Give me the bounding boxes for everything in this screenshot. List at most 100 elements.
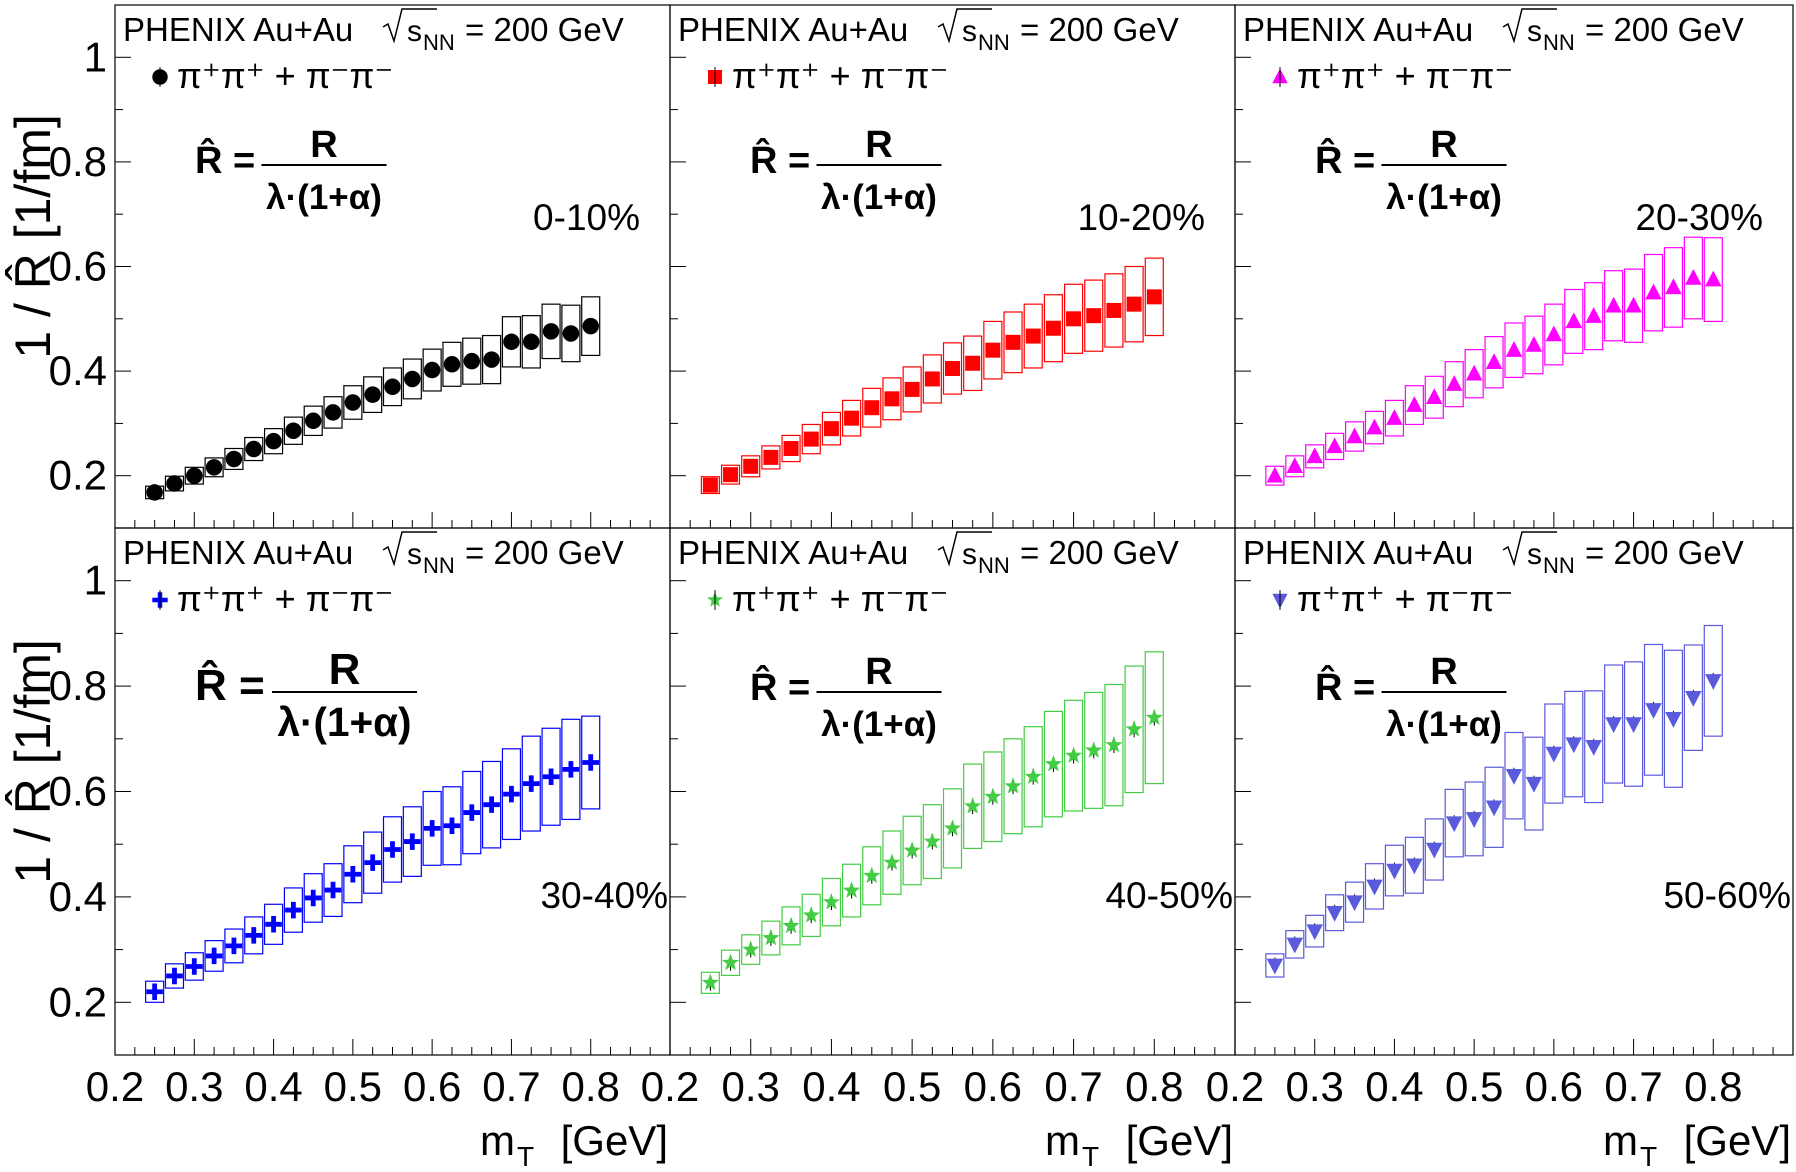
- data-point: [245, 927, 262, 944]
- data-point: [483, 796, 500, 813]
- energy-subscript: NN: [1543, 30, 1575, 55]
- data-point: [923, 832, 941, 849]
- sys-error-box: [1424, 818, 1444, 881]
- data-point: [863, 866, 881, 884]
- data-point: [1665, 712, 1682, 728]
- x-axis-title-sub: T: [517, 1141, 534, 1172]
- experiment-label: PHENIX Au+Au: [678, 11, 908, 48]
- energy-value: = 200 GeV: [1020, 11, 1179, 48]
- sys-error-box: [263, 903, 284, 945]
- sys-error-box: [1564, 288, 1584, 354]
- sys-error-box: [1305, 444, 1325, 469]
- data-point: [1025, 328, 1041, 344]
- data-point: [1126, 296, 1142, 312]
- sys-error-box: [402, 806, 422, 877]
- data-point: [844, 410, 860, 426]
- sys-error-box: [983, 751, 1003, 843]
- formula-numerator: R: [1430, 124, 1457, 166]
- y-tick-label: 0.4: [49, 347, 107, 394]
- data-point: [1085, 741, 1103, 758]
- formula-denominator: λ·(1+α): [1386, 178, 1502, 217]
- centrality-label: 10-20%: [1077, 197, 1205, 238]
- data-point: [965, 355, 981, 371]
- sys-error-box: [1084, 279, 1104, 352]
- data-point: [443, 817, 461, 835]
- data-point: [344, 865, 362, 883]
- sys-error-box: [1404, 385, 1424, 426]
- sys-error-box: [323, 396, 343, 429]
- y-tick-label: 0.8: [49, 662, 107, 709]
- data-point: [1465, 812, 1483, 828]
- data-point: [701, 973, 719, 991]
- energy-value: = 200 GeV: [465, 534, 624, 571]
- sys-error-box: [442, 786, 462, 866]
- formula-numerator: R: [329, 645, 361, 694]
- sys-error-box: [164, 963, 185, 989]
- data-point: [1505, 768, 1523, 785]
- formula-numerator: R: [310, 124, 337, 166]
- sys-error-box: [1043, 294, 1063, 363]
- x-axis-title-sub: T: [1082, 1141, 1099, 1172]
- sys-error-box: [862, 846, 882, 906]
- energy-symbol: s: [1527, 15, 1542, 48]
- sys-error-box: [184, 466, 204, 485]
- sys-error-box: [1703, 624, 1723, 737]
- sys-error-box: [1444, 361, 1464, 408]
- sys-error-box: [382, 816, 403, 883]
- data-point: [1105, 736, 1123, 753]
- data-point: [1326, 437, 1343, 454]
- sys-error-box: [382, 367, 403, 407]
- sys-error-box: [1305, 914, 1325, 948]
- x-axis-title-main: m: [1045, 1117, 1080, 1164]
- sys-error-box: [741, 934, 761, 965]
- data-point: [1685, 269, 1702, 285]
- data-point: [205, 459, 223, 476]
- data-point: [943, 819, 962, 836]
- sys-error-box: [1104, 273, 1124, 348]
- legend-label: π⁺π⁺ + π⁻π⁻: [177, 55, 393, 96]
- data-point: [803, 431, 819, 447]
- data-point: [1445, 816, 1463, 833]
- sys-error-box: [1424, 375, 1444, 419]
- sys-error-box: [1043, 710, 1063, 818]
- data-point: [1545, 325, 1563, 342]
- x-axis-title: m T [GeV]: [480, 1117, 668, 1172]
- y-tick-label: 0.6: [49, 768, 107, 815]
- experiment-label: PHENIX Au+Au: [123, 534, 353, 571]
- data-point: [1045, 320, 1061, 336]
- data-point: [324, 404, 342, 421]
- sys-error-box: [1504, 322, 1524, 378]
- data-point: [443, 356, 461, 373]
- data-point: [1485, 800, 1503, 817]
- sys-error-box: [501, 316, 522, 368]
- energy-symbol: s: [1527, 538, 1542, 571]
- energy-value: = 200 GeV: [1585, 11, 1744, 48]
- centrality-label: 0-10%: [533, 197, 640, 238]
- sys-error-box: [1003, 311, 1023, 374]
- sys-error-box: [1124, 665, 1144, 794]
- panel-20-30pct: PHENIX Au+Au s NN = 200 GeV π⁺π⁺ + π⁻π⁻ R̂ = R…: [1234, 4, 1794, 529]
- data-point: [1705, 270, 1722, 287]
- data-point: [1625, 296, 1642, 313]
- data-point: [1146, 289, 1162, 305]
- x-tick-label: 0.4: [244, 1063, 302, 1110]
- data-point: [1366, 879, 1383, 896]
- y-tick-label: 0.2: [49, 978, 107, 1025]
- sqrt-icon: [382, 8, 437, 44]
- sys-error-box: [1464, 349, 1484, 399]
- sys-error-box: [1683, 236, 1703, 320]
- data-point: [364, 854, 381, 871]
- data-point: [1086, 308, 1102, 324]
- x-tick-label: 0.5: [324, 1063, 382, 1110]
- sys-error-box: [422, 790, 442, 866]
- data-point: [404, 833, 421, 850]
- energy-symbol: s: [407, 538, 422, 571]
- sys-error-box: [462, 770, 482, 855]
- sys-error-box: [1364, 410, 1385, 445]
- data-point: [542, 323, 560, 340]
- sys-error-box: [283, 887, 303, 933]
- data-point: [702, 477, 718, 493]
- data-point: [1485, 353, 1503, 369]
- sys-error-box: [1063, 283, 1084, 354]
